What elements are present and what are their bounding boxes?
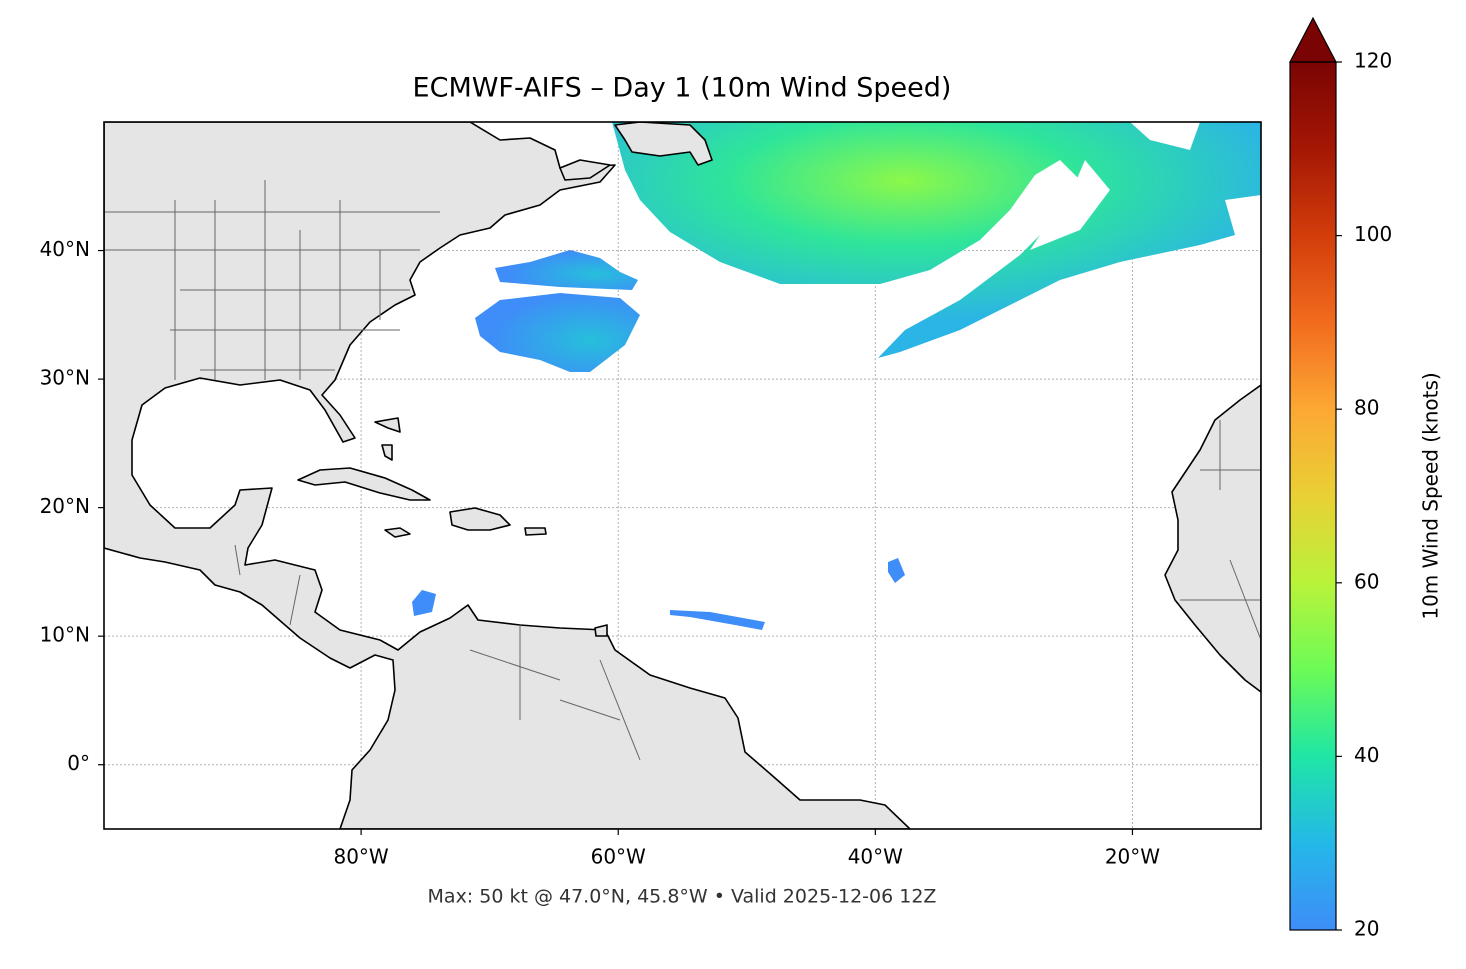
colorbar-tick-label: 120 — [1354, 49, 1392, 73]
colorbar-tick-label: 60 — [1354, 569, 1379, 593]
colorbar-tick-label: 40 — [1354, 743, 1379, 767]
footer-note: Max: 50 kt @ 47.0°N, 45.8°W • Valid 2025… — [428, 886, 937, 908]
colorbar-label: 10m Wind Speed (knots) — [1419, 372, 1443, 619]
y-tick-label: 20°N — [40, 494, 90, 518]
chart-title: ECMWF-AIFS – Day 1 (10m Wind Speed) — [413, 73, 952, 104]
colorbar-tick-label: 80 — [1354, 396, 1379, 420]
x-tick-label: 20°W — [1105, 845, 1160, 869]
wind-field — [495, 250, 638, 290]
plot-frame — [103, 121, 1262, 830]
wind-field — [888, 558, 905, 583]
colorbar-gradient — [1290, 62, 1336, 930]
colorbar-frame — [1289, 61, 1337, 931]
newfoundland — [614, 122, 713, 166]
y-tick-label: 30°N — [40, 366, 90, 390]
colorbar-extend — [1289, 16, 1337, 63]
wind-field — [475, 293, 640, 372]
wind-field — [412, 590, 436, 616]
americas — [104, 122, 911, 829]
colorbar-tick-label: 20 — [1354, 917, 1379, 941]
x-tick-label: 40°W — [848, 845, 903, 869]
trinidad — [594, 624, 608, 637]
colorbar-tick-label: 100 — [1354, 222, 1392, 246]
x-tick-label: 80°W — [333, 845, 388, 869]
nova-scotia — [559, 159, 611, 181]
wind-field — [670, 610, 765, 630]
y-tick-label: 40°N — [40, 237, 90, 261]
hispaniola — [449, 507, 511, 531]
puerto-rico — [524, 527, 547, 536]
state-borders — [104, 180, 1261, 761]
jamaica — [384, 527, 411, 538]
bahamas — [374, 417, 401, 461]
y-tick-label: 0° — [67, 751, 90, 775]
africa — [1164, 384, 1261, 693]
map-area — [104, 122, 1261, 829]
wind-gap — [1030, 160, 1110, 250]
colorbar: 10m Wind Speed (knots) 20 40 60 80 100 120 — [1289, 16, 1443, 941]
cuba — [297, 467, 431, 501]
y-tick-label: 10°N — [40, 623, 90, 647]
x-tick-label: 60°W — [591, 845, 646, 869]
wind-field — [1130, 122, 1200, 150]
